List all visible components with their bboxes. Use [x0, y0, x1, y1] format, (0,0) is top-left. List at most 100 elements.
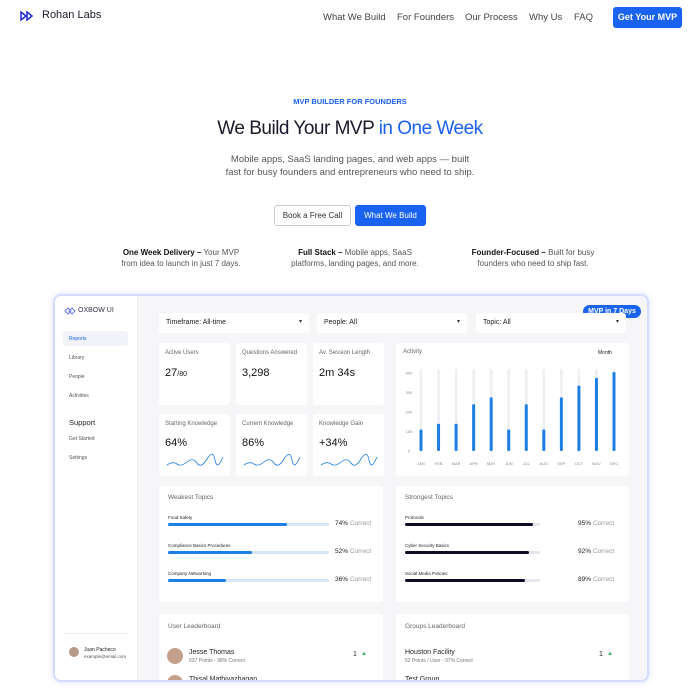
feature: Full Stack – Mobile apps, SaaS platforms,…	[245, 247, 465, 269]
dash-logo	[64, 307, 76, 315]
progress-fill	[168, 523, 288, 526]
progress-fill	[168, 551, 252, 554]
score: 52%	[335, 548, 349, 555]
bar	[437, 423, 441, 451]
subtitle: Mobile apps, SaaS landing pages, and web…	[0, 153, 700, 179]
row-detail: 52 Points / User - 97% Correct	[405, 658, 473, 664]
sparkline	[166, 454, 224, 466]
stat-card: Questions Answered 3,298	[236, 343, 307, 405]
progress-fill	[405, 579, 526, 582]
y-tick-label: 0	[408, 449, 411, 454]
nav-link[interactable]: Why Us	[529, 12, 563, 23]
caret: ▾	[298, 319, 302, 325]
x-tick-label: OCT	[575, 461, 584, 466]
feature-line: platforms, landing pages, and more.	[291, 259, 419, 268]
stat-label: Active Users	[165, 350, 199, 356]
suffix: /80	[177, 371, 187, 378]
cta-button[interactable]: Get Your MVP	[613, 7, 682, 28]
value: 86%	[242, 437, 265, 449]
bar	[507, 429, 511, 451]
x-tick-label: JUL	[523, 461, 531, 466]
score-note: Correct	[349, 520, 372, 527]
secondary-button[interactable]: Book a Free Call	[274, 205, 351, 226]
x-tick-label: MAR	[452, 461, 461, 466]
progress-track	[168, 579, 329, 582]
activity-card: Activity Month 0 100 200 300 400 JAN FEB MAR APR MA…	[396, 343, 629, 476]
sparkline-path	[166, 454, 224, 466]
card-title: Strongest Topics	[405, 494, 453, 501]
progress-fill	[405, 523, 534, 526]
row-detail: 637 Points - 98% Correct	[189, 658, 245, 664]
bar	[489, 397, 493, 451]
x-tick-label: AUG	[539, 461, 548, 466]
score-note: Correct	[592, 548, 615, 555]
score: 36%	[335, 576, 349, 583]
sparkline	[243, 454, 301, 466]
menu-item: Reports	[69, 336, 87, 342]
bar	[454, 423, 458, 451]
stat-value: 86%	[242, 437, 264, 449]
title: We Build Your MVP	[217, 118, 374, 139]
sidebar	[55, 296, 138, 680]
score: 74%	[335, 520, 349, 527]
value: 3,298	[242, 367, 270, 379]
x-tick-label: JAN	[417, 461, 425, 466]
topic-name: Protocols	[405, 515, 424, 520]
period-select: Month	[598, 350, 612, 356]
avatar	[167, 675, 183, 680]
filter[interactable]: Timeframe: All-time ▾	[159, 313, 309, 333]
feature-line: One Week Delivery – Your MVP	[71, 247, 291, 258]
menu-highlight	[63, 331, 128, 346]
dash-brand: OXBOW UI	[78, 307, 114, 314]
menu-item: People	[69, 374, 85, 380]
value: 64%	[165, 437, 188, 449]
stat-label: Starting Knowledge	[165, 421, 218, 427]
menu-item: Activities	[69, 393, 89, 399]
user-name: Juan Pacheco	[84, 647, 116, 653]
dashboard: OXBOW UI MVP in 7 Days Juan Pacheco exam…	[53, 294, 649, 682]
feature-title: Founder-Focused –	[471, 248, 546, 257]
topic-score: 95% Correct	[578, 520, 614, 527]
feature-text: Your MVP	[203, 248, 240, 257]
y-tick-label: 300	[406, 390, 413, 395]
stat-label: Knowledge Gain	[319, 421, 364, 427]
filter[interactable]: People: All ▾	[317, 313, 467, 333]
stat-value: 64%	[165, 437, 187, 449]
leaderboard-card: User Leaderboard Jesse Thomas 637 Points -…	[159, 614, 383, 680]
value: 27	[165, 367, 178, 379]
nav-link[interactable]: Our Process	[465, 12, 518, 23]
primary-button[interactable]: What We Build	[355, 205, 426, 226]
stat-label: Questions Answered	[242, 350, 298, 356]
bar	[542, 429, 546, 451]
topic-name: Social Media Policies	[405, 571, 448, 576]
topic-score: 36% Correct	[335, 576, 371, 583]
topic-score: 74% Correct	[335, 520, 371, 527]
bar	[472, 404, 476, 451]
row-name: Jesse Thomas	[189, 649, 235, 656]
row-name: Houston Facility	[405, 649, 455, 656]
nav-link[interactable]: For Founders	[397, 12, 455, 23]
brand: Rohan Labs	[42, 9, 102, 21]
bar	[559, 397, 563, 451]
nav-link[interactable]: FAQ	[574, 12, 594, 23]
feature-line: Full Stack – Mobile apps, SaaS	[245, 247, 465, 258]
filter[interactable]: Topic: All ▾	[476, 313, 626, 333]
card-title: Groups Leaderboard	[405, 623, 465, 630]
nav-link[interactable]: What We Build	[323, 12, 386, 23]
user-email: example@email.com	[84, 654, 127, 659]
feature-title: Full Stack –	[298, 248, 343, 257]
rank-arrow: ▲	[607, 651, 613, 657]
stat-value: +34%	[319, 437, 347, 449]
eyebrow: MVP BUILDER FOR FOUNDERS	[293, 97, 407, 106]
rank-arrow: ▲	[361, 651, 367, 657]
menu-item: Library	[69, 355, 85, 361]
rank: 1	[353, 651, 357, 658]
topics-card: Strongest Topics Protocols 95% Correct Cybe…	[396, 486, 629, 602]
stat-value: 3,298	[242, 367, 270, 379]
avatar	[69, 647, 79, 657]
x-tick-label: NOV	[592, 461, 601, 466]
activity-chart: 0 100 200 300 400 JAN FEB MAR APR MAY JUN JUL AUG SEP…	[406, 369, 618, 466]
feature-line: Founder-Focused – Built for busy	[423, 247, 643, 258]
title-highlight: in One Week	[378, 118, 483, 139]
